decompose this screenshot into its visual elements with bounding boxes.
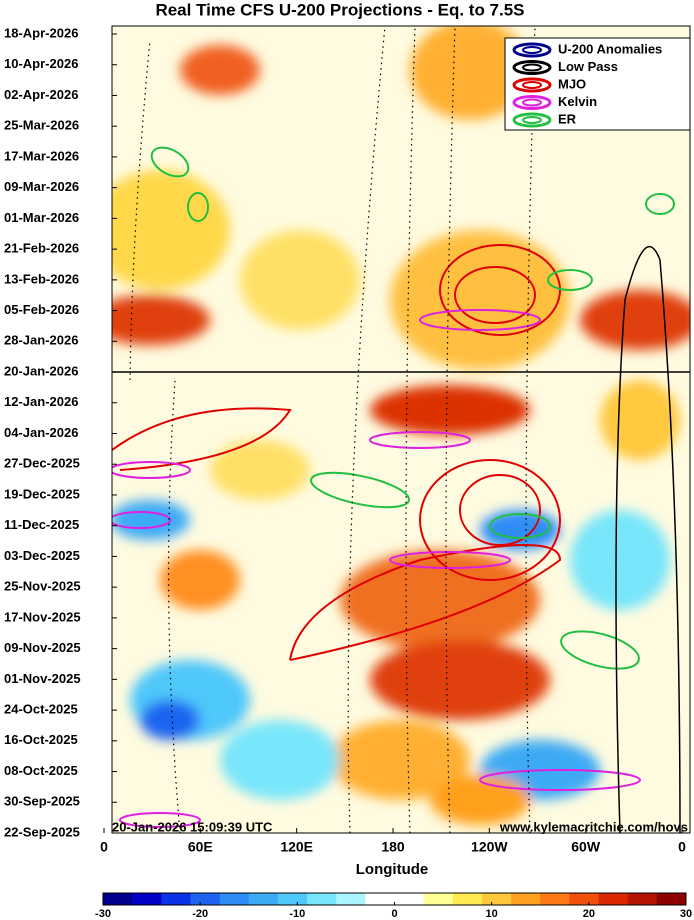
x-tick-label: 60W [571,839,601,855]
colorbar-tick-label: 0 [391,908,397,920]
y-tick-label: 04-Jan-2026 [4,425,78,440]
colorbar-segment [627,893,658,905]
colorbar-segment [190,893,221,905]
legend-icon [522,81,542,89]
y-tick-label: 24-Oct-2025 [4,702,78,717]
colorbar-segment [569,893,600,905]
y-tick-label: 08-Oct-2025 [4,763,78,778]
y-tick-label: 11-Dec-2025 [4,517,79,532]
legend-label: MJO [558,76,586,91]
x-axis-label: Longitude [356,861,428,878]
colorbar-segment [277,893,308,905]
colorbar-tick-label: -30 [95,908,111,920]
x-tick-label: 60E [188,839,213,855]
y-tick-label: 27-Dec-2025 [4,456,80,471]
y-tick-label: 30-Sep-2025 [4,794,80,809]
colorbar-segment [394,893,425,905]
y-tick-label: 01-Mar-2026 [4,210,79,225]
y-tick-label: 18-Apr-2026 [4,25,78,40]
source-url: www.kylemacritchie.com/hovs [499,819,688,834]
y-tick-label: 12-Jan-2026 [4,394,78,409]
colorbar-segment [103,893,133,905]
legend-label: ER [558,111,577,126]
y-tick-label: 21-Feb-2026 [4,241,79,256]
colorbar-segment [161,893,191,905]
contours [112,26,681,833]
legend-label: Low Pass [558,59,618,74]
x-tick-label: 0 [100,839,108,855]
legend-label: U-200 Anomalies [558,41,662,56]
x-tick-label: 180 [381,839,405,855]
y-tick-label: 01-Nov-2025 [4,671,81,686]
chart-title: Real Time CFS U-200 Projections - Eq. to… [155,0,524,19]
colorbar-tick-label: 10 [486,908,498,920]
legend-icon [512,112,552,128]
x-tick-label: 120E [280,839,313,855]
legend-icon [512,42,552,58]
x-tick-label: 120W [471,839,508,855]
legend-icon [512,95,552,110]
timestamp: 20-Jan-2026 15:09:39 UTC [112,819,273,834]
colorbar-tick-label: -20 [192,908,208,920]
legend-icon [522,116,542,124]
y-tick-label: 19-Dec-2025 [4,486,80,501]
legend-icon [522,46,542,54]
colorbar-segment [423,893,454,905]
colorbar-segment [307,893,337,905]
colorbar-segment [656,893,687,905]
legend-label: Kelvin [558,94,597,109]
colorbar-segment [540,893,570,905]
y-tick-label: 03-Dec-2025 [4,548,80,563]
legend-icon [522,63,542,72]
y-tick-label: 05-Feb-2026 [4,302,79,317]
colorbar-segment [132,893,162,905]
colorbar-segment [365,893,395,905]
y-tick-label: 13-Feb-2026 [4,271,79,286]
colorbar-tick-label: 30 [680,908,692,920]
y-tick-label: 17-Mar-2026 [4,148,79,163]
y-tick-label: 09-Mar-2026 [4,179,79,194]
colorbar-segment [598,893,629,905]
y-tick-label: 17-Nov-2025 [4,609,81,624]
colorbar-segment [248,893,279,905]
colorbar-tick-label: -10 [289,908,305,920]
colorbar-segment [481,893,512,905]
legend-icon [512,77,552,93]
colorbar-segment [336,893,366,905]
legend-icon [512,60,552,75]
colorbar-segment [452,893,483,905]
y-tick-label: 09-Nov-2025 [4,640,81,655]
y-tick-label: 25-Nov-2025 [4,579,81,594]
colorbar-tick-label: 20 [583,908,595,920]
colorbar-segment [511,893,541,905]
y-tick-label: 10-Apr-2026 [4,56,78,71]
x-tick-label: 0 [678,839,686,855]
field [112,26,690,833]
y-tick-label: 20-Jan-2026 [4,363,78,378]
y-tick-label: 22-Sep-2025 [4,824,80,839]
y-tick-label: 16-Oct-2025 [4,732,78,747]
y-tick-label: 28-Jan-2026 [4,333,78,348]
y-tick-label: 02-Apr-2026 [4,87,78,102]
colorbar-segment [219,893,250,905]
legend-icon [522,98,542,107]
plot-frame [111,25,691,834]
y-tick-label: 25-Mar-2026 [4,118,79,133]
